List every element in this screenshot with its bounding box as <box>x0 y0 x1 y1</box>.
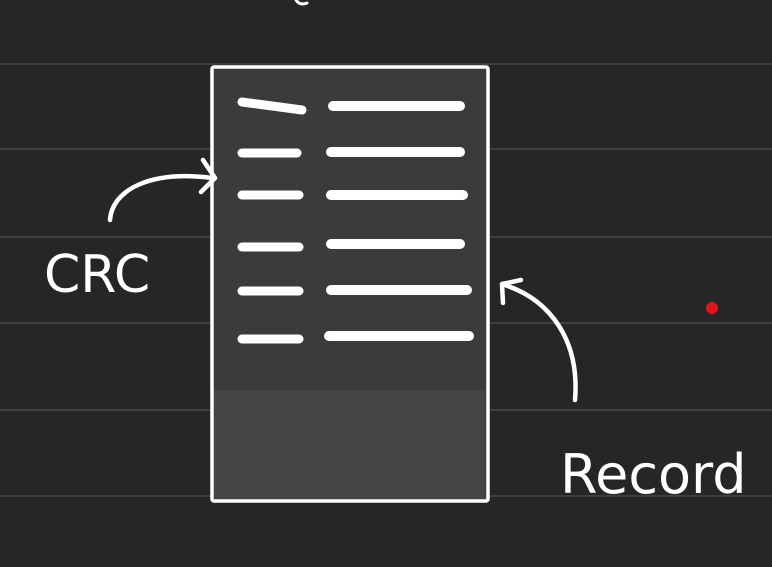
crc-arrowhead <box>198 157 218 195</box>
crc-field-mark <box>237 97 307 115</box>
crc-arrow <box>107 174 215 223</box>
record-arrowhead <box>499 277 524 306</box>
record-page-lower-fill <box>213 390 487 500</box>
record-label: Record <box>560 443 747 506</box>
cut-off-stroke <box>294 0 309 6</box>
laser-pointer-dot-icon <box>706 302 718 314</box>
crc-label: CRC <box>44 245 150 305</box>
ruled-line <box>0 63 772 65</box>
record-arrow <box>502 282 578 403</box>
record-page-border <box>210 65 490 503</box>
